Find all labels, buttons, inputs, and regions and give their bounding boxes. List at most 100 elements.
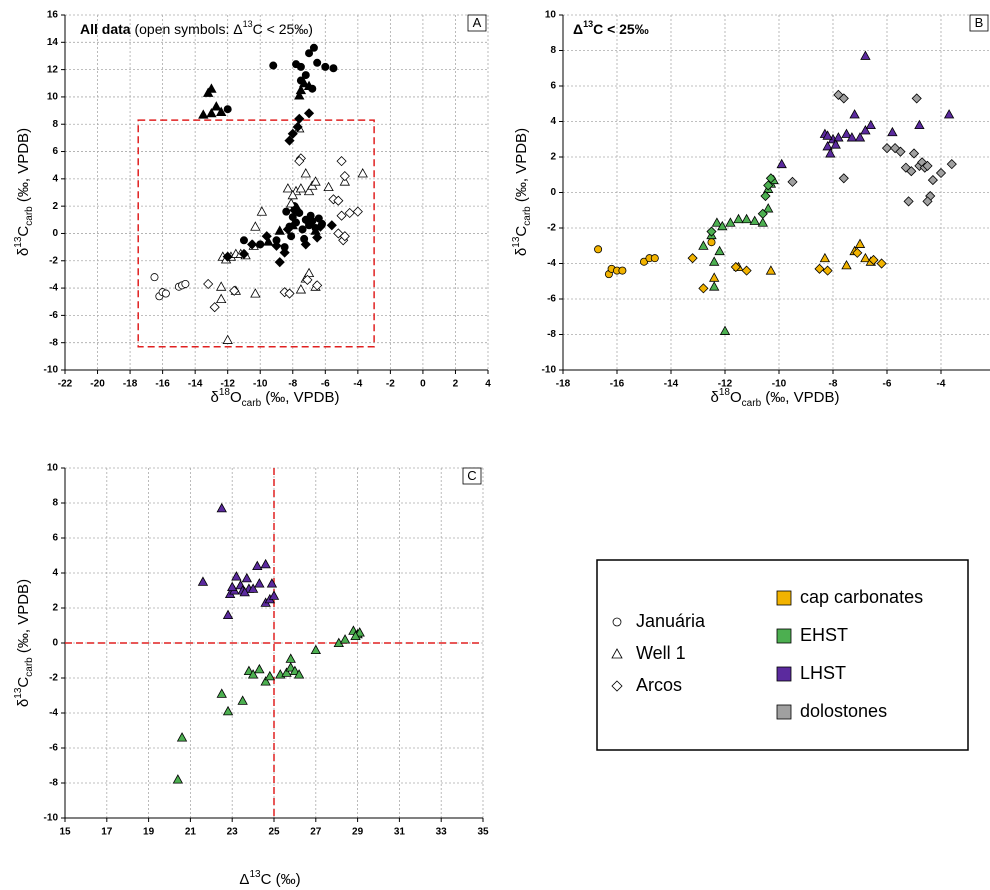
text-part: 13 [13, 687, 24, 699]
text-part: δ [15, 699, 32, 707]
point [181, 279, 190, 288]
point [922, 160, 933, 171]
x-tick-label: -6 [321, 379, 330, 390]
point [223, 105, 232, 114]
point [287, 232, 296, 241]
point [222, 609, 234, 619]
point [206, 107, 217, 118]
x-tick-label: -10 [253, 379, 268, 390]
x-tick-label: -16 [155, 379, 170, 390]
y-tick-label: -8 [49, 778, 58, 789]
point [749, 215, 760, 225]
x-tick-label: -18 [556, 379, 571, 390]
point [339, 634, 351, 644]
panel-label: B [975, 15, 984, 30]
point [271, 240, 282, 251]
point [321, 62, 330, 71]
y-tick-label: 8 [52, 119, 58, 130]
y-tick-label: -4 [49, 708, 58, 719]
point [302, 216, 313, 227]
point [887, 126, 898, 137]
x-tick-label: -22 [58, 379, 73, 390]
y-tick-label: 6 [550, 81, 556, 92]
y-tick-label: -6 [49, 310, 58, 321]
x-tick-label: -2 [386, 379, 395, 390]
point [895, 146, 906, 157]
point [302, 274, 313, 285]
x-tick-label: 33 [436, 827, 448, 838]
x-tick-label: 17 [101, 827, 113, 838]
x-tick-label: -4 [353, 379, 362, 390]
point [323, 181, 334, 192]
point [841, 259, 852, 270]
point [293, 669, 305, 679]
point [741, 265, 752, 276]
point [344, 207, 355, 219]
point [238, 248, 250, 260]
text-part: carb [242, 398, 262, 409]
text-part: Δ [573, 21, 583, 37]
point [298, 77, 310, 88]
point [776, 158, 787, 169]
point [763, 203, 774, 213]
point [854, 238, 866, 248]
point [292, 121, 303, 133]
point [216, 502, 227, 513]
text-part: (‰, VPDB) [513, 128, 530, 206]
point [268, 590, 280, 600]
point [161, 289, 170, 298]
text-part: 13 [243, 19, 253, 29]
point [172, 774, 184, 784]
legend-label: Arcos [636, 675, 682, 695]
point [868, 254, 879, 266]
point [216, 293, 227, 304]
text-part: 13 [511, 236, 522, 248]
point [760, 190, 771, 202]
text-part: carb [24, 206, 35, 226]
point [247, 583, 259, 593]
point [315, 221, 326, 232]
y-tick-label: 2 [550, 152, 556, 163]
point [301, 71, 310, 80]
y-tick-label: -8 [547, 329, 556, 340]
point [935, 167, 947, 179]
point [303, 108, 315, 119]
point [357, 168, 368, 178]
text-part: C [15, 677, 32, 688]
point [295, 284, 307, 294]
y-tick-label: -2 [49, 673, 58, 684]
point [296, 62, 305, 71]
point [254, 663, 265, 674]
point [852, 247, 863, 258]
point [865, 119, 876, 130]
point [254, 578, 265, 588]
point [256, 206, 268, 216]
point [269, 61, 278, 70]
text-part: O [230, 389, 242, 406]
point [211, 101, 222, 111]
point [860, 252, 871, 263]
point [282, 207, 291, 216]
point [303, 80, 315, 90]
point [822, 141, 833, 151]
text-part: δ [15, 248, 32, 256]
point [730, 261, 741, 273]
text-part: δ [711, 389, 719, 406]
text-part: Δ [239, 871, 249, 888]
y-axis-label: δ13Ccarb (‰, VPDB) [13, 579, 35, 707]
point [860, 50, 871, 60]
point [709, 272, 720, 282]
point [830, 139, 841, 149]
x-axis-label: δ18Ocarb (‰, VPDB) [711, 387, 840, 409]
x-tick-label: -12 [220, 379, 235, 390]
y-tick-label: -2 [547, 223, 556, 234]
point [312, 232, 323, 243]
point [222, 705, 234, 716]
panel-label-box [462, 467, 482, 485]
legend-swatch [776, 590, 792, 606]
text-part: 13 [249, 869, 261, 880]
point [216, 281, 227, 291]
y-tick-label: -4 [547, 258, 556, 269]
legend-label: dolostones [800, 701, 887, 721]
